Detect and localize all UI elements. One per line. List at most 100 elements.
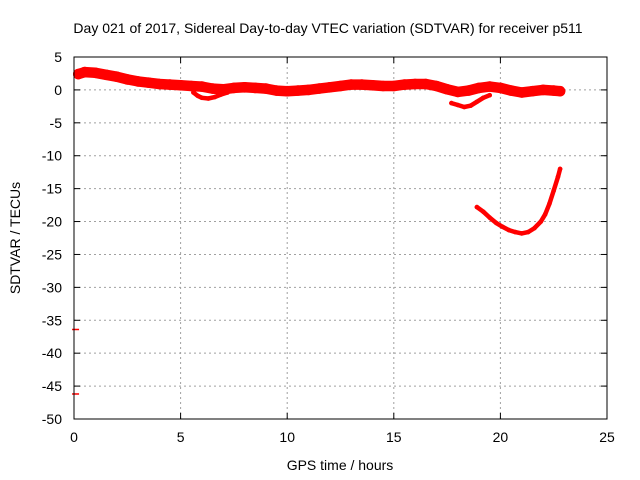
data-point <box>206 96 211 101</box>
data-point <box>100 69 112 81</box>
y-tick-label: -5 <box>50 115 63 131</box>
data-point <box>455 102 461 108</box>
data-point <box>449 100 454 106</box>
data-point <box>249 82 261 94</box>
data-point <box>281 85 293 97</box>
data-point <box>324 82 336 93</box>
data-point <box>199 95 205 101</box>
y-tick-label: -50 <box>42 411 62 427</box>
data-point <box>292 85 304 96</box>
data-point <box>500 224 505 230</box>
data-point <box>463 85 474 96</box>
data-point <box>474 99 480 105</box>
data-point <box>132 76 144 87</box>
data-point <box>388 80 400 92</box>
y-tick-label: -15 <box>42 181 62 197</box>
data-point <box>505 85 517 96</box>
data-point <box>487 215 493 220</box>
data-point <box>532 225 537 231</box>
data-point <box>506 227 512 233</box>
data-point <box>481 209 486 214</box>
data-point <box>377 80 389 92</box>
data-point <box>303 84 314 96</box>
data-point <box>239 82 250 93</box>
series-u-curve <box>474 166 563 236</box>
data-point <box>79 66 90 78</box>
data-point <box>345 79 357 90</box>
data-point <box>90 67 101 79</box>
data-point <box>538 219 544 224</box>
data-point <box>547 201 552 207</box>
data-point <box>527 85 538 97</box>
data-point <box>313 83 325 94</box>
data-point <box>207 83 218 94</box>
data-point <box>474 204 480 210</box>
x-tick-label: 25 <box>599 429 615 445</box>
data-point <box>420 78 432 90</box>
data-point <box>367 80 378 91</box>
data-point <box>218 92 224 97</box>
data-point <box>493 220 499 226</box>
data-point <box>335 80 346 92</box>
data-point <box>196 81 208 92</box>
data-point <box>212 94 217 100</box>
data-point <box>175 80 186 91</box>
data-point <box>154 78 165 90</box>
data-point <box>555 174 561 180</box>
y-tick-label: 5 <box>54 49 62 65</box>
x-tick-label: 0 <box>70 429 78 445</box>
data-point <box>481 95 486 101</box>
y-tick-label: -35 <box>42 312 62 328</box>
data-point <box>111 71 122 82</box>
data-point <box>473 82 485 94</box>
data-point <box>516 87 527 98</box>
data-point <box>225 90 230 95</box>
data-point <box>519 231 524 236</box>
x-tick-label: 5 <box>177 429 185 445</box>
y-tick-label: 0 <box>54 82 62 98</box>
grid-lines <box>74 57 607 419</box>
axis-ticks: 0 5 10 15 20 25 5 0 -5 -10 -15 -20 -25 -30 -35 -40 -45 -5… <box>42 49 615 445</box>
plot-frame <box>73 56 608 420</box>
data-point <box>186 80 197 92</box>
data-point <box>356 79 368 90</box>
x-tick-label: 15 <box>386 429 402 445</box>
y-tick-label: -20 <box>42 214 62 230</box>
data-point <box>513 229 518 235</box>
data-point <box>164 79 176 90</box>
y-tick-label: -30 <box>42 279 62 295</box>
data-point <box>409 78 421 90</box>
x-tick-label: 10 <box>279 429 295 445</box>
y-tick-label: -25 <box>42 246 62 262</box>
data-point <box>143 77 154 88</box>
chart-title: Day 021 of 2017, Sidereal Day-to-day VTE… <box>73 20 582 36</box>
data-point <box>260 83 272 94</box>
y-tick-label: -10 <box>42 148 62 164</box>
data-point <box>195 93 200 99</box>
data-point <box>191 90 196 95</box>
data-point <box>452 86 464 98</box>
data-series <box>72 66 566 395</box>
data-point <box>495 82 506 94</box>
data-point <box>441 84 453 95</box>
data-point <box>228 82 240 94</box>
y-axis-title: SDTVAR / TECUs <box>7 182 23 294</box>
data-point <box>271 85 282 96</box>
x-tick-label: 20 <box>493 429 509 445</box>
data-point <box>468 103 473 108</box>
data-point <box>557 166 563 172</box>
data-point <box>525 229 531 235</box>
y-tick-label: -45 <box>42 378 62 394</box>
data-point <box>554 85 566 97</box>
data-point <box>122 74 133 85</box>
data-point <box>542 212 548 217</box>
data-point <box>484 81 496 92</box>
data-point <box>537 84 549 96</box>
data-point <box>551 188 556 193</box>
y-tick-label: -40 <box>42 345 62 361</box>
x-axis-title: GPS time / hours <box>287 457 394 473</box>
data-point <box>399 79 410 90</box>
data-point <box>461 104 467 110</box>
data-point <box>487 92 493 98</box>
